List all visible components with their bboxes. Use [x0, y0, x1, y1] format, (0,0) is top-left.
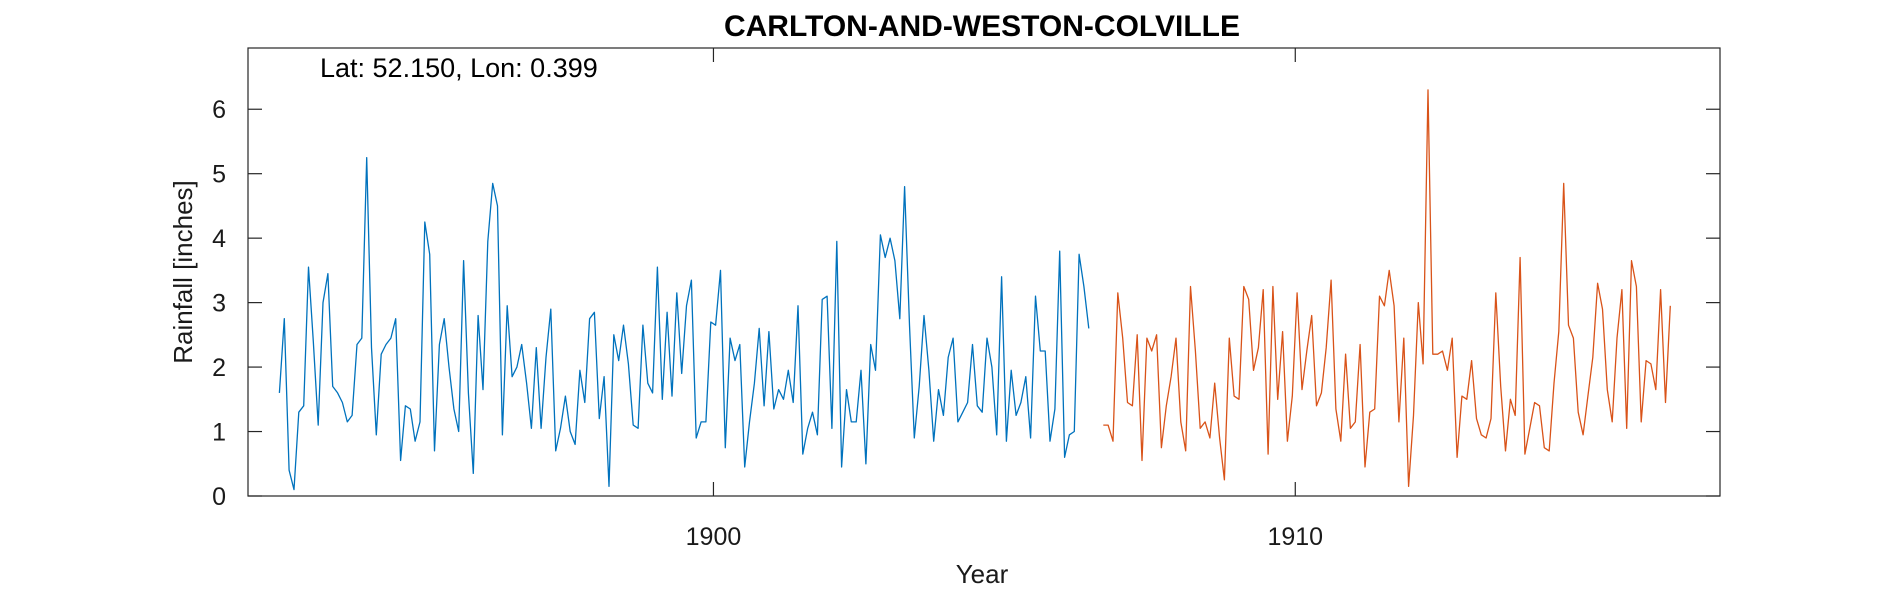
x-axis-label: Year — [956, 559, 1009, 589]
y-tick-label: 5 — [212, 161, 226, 189]
y-tick-label: 2 — [212, 354, 226, 382]
series-layer — [278, 89, 1671, 491]
axis-ticks: 0 1 2 3 4 5 6 1900 1910 — [212, 48, 1720, 551]
y-tick-label: 6 — [212, 96, 226, 124]
series-line-2 — [1103, 89, 1671, 487]
y-tick-label: 3 — [212, 290, 226, 318]
series-line-1 — [278, 156, 1090, 491]
y-tick-label: 1 — [212, 419, 226, 447]
chart-title: CARLTON-AND-WESTON-COLVILLE — [724, 10, 1240, 43]
y-tick-label: 4 — [212, 225, 226, 253]
plot-area — [247, 47, 1721, 497]
x-tick-label: 1900 — [686, 523, 742, 551]
x-tick-label: 1910 — [1267, 523, 1323, 551]
y-axis-label: Rainfall [inches] — [168, 180, 198, 364]
location-annotation: Lat: 52.150, Lon: 0.399 — [320, 53, 598, 83]
y-tick-label: 0 — [212, 483, 226, 511]
